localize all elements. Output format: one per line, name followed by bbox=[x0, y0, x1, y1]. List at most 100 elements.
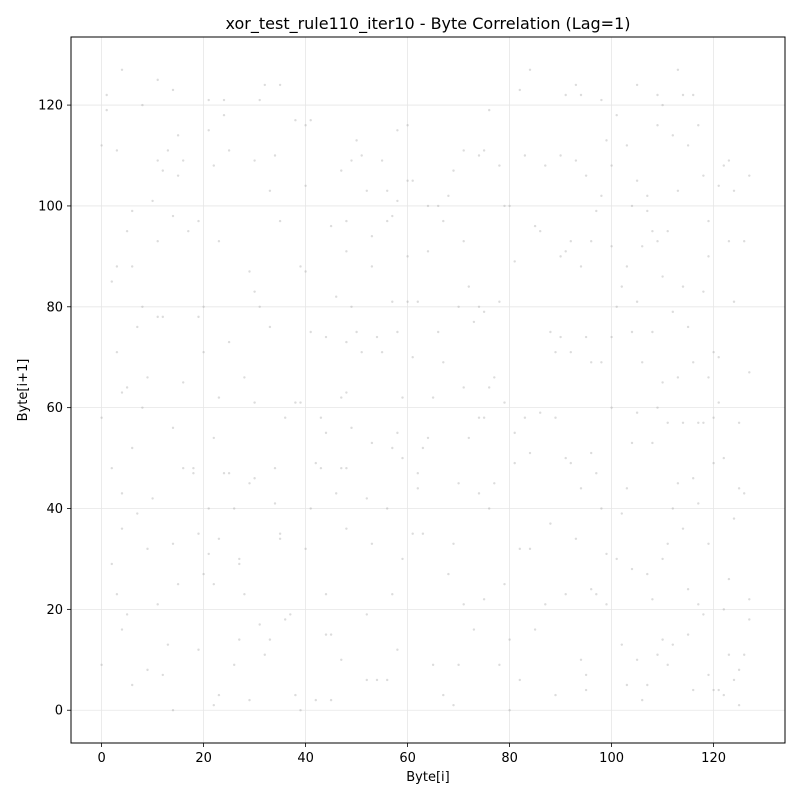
scatter-point bbox=[329, 633, 333, 636]
scatter-point bbox=[508, 638, 511, 641]
scatter-point bbox=[426, 436, 430, 440]
scatter-point bbox=[722, 608, 725, 611]
scatter-point bbox=[299, 709, 302, 712]
scatter-point bbox=[335, 492, 338, 495]
scatter-point bbox=[345, 391, 348, 394]
scatter-point bbox=[187, 229, 190, 233]
scatter-point bbox=[120, 391, 124, 394]
scatter-point bbox=[661, 638, 664, 641]
scatter-point bbox=[233, 663, 236, 667]
scatter-point bbox=[666, 229, 669, 233]
scatter-point bbox=[166, 149, 170, 152]
x-tick-label: 20 bbox=[195, 751, 212, 766]
scatter-point bbox=[324, 335, 328, 339]
scatter-point bbox=[401, 557, 404, 561]
scatter-point bbox=[462, 386, 465, 389]
scatter-point bbox=[702, 613, 705, 616]
scatter-point bbox=[646, 572, 649, 576]
x-tick-label: 100 bbox=[599, 751, 624, 766]
scatter-point bbox=[238, 562, 241, 566]
scatter-point bbox=[278, 219, 282, 223]
scatter-point bbox=[258, 98, 261, 102]
y-tick-label: 0 bbox=[55, 704, 63, 719]
scatter-point bbox=[442, 219, 445, 223]
scatter-point bbox=[268, 325, 272, 329]
scatter-point bbox=[197, 532, 200, 535]
scatter-point bbox=[646, 209, 649, 213]
scatter-point bbox=[482, 416, 486, 419]
data-points bbox=[100, 68, 751, 712]
scatter-point bbox=[115, 350, 119, 354]
scatter-point bbox=[314, 698, 317, 702]
scatter-point bbox=[171, 542, 175, 546]
scatter-point bbox=[707, 376, 710, 379]
scatter-point bbox=[182, 466, 185, 470]
scatter-point bbox=[635, 658, 639, 661]
scatter-point bbox=[284, 416, 287, 419]
scatter-point bbox=[605, 552, 608, 556]
scatter-point bbox=[268, 189, 272, 193]
scatter-point bbox=[605, 603, 608, 606]
scatter-point bbox=[375, 335, 379, 339]
scatter-point bbox=[253, 401, 256, 404]
x-tick-label: 120 bbox=[701, 751, 726, 766]
scatter-point bbox=[610, 335, 613, 339]
scatter-point bbox=[737, 487, 741, 490]
scatter-point bbox=[635, 300, 639, 303]
scatter-point bbox=[386, 678, 389, 682]
scatter-point bbox=[442, 693, 445, 697]
scatter-point bbox=[625, 144, 629, 147]
scatter-point bbox=[447, 572, 450, 576]
scatter-point bbox=[528, 68, 532, 71]
scatter-point bbox=[646, 194, 649, 198]
scatter-point bbox=[110, 280, 114, 283]
scatter-point bbox=[192, 472, 195, 475]
axis-ticks: 0 20 40 60 80 100 120 0 20 40 60 80 100 120 bbox=[38, 99, 726, 766]
scatter-point bbox=[737, 668, 741, 672]
scatter-point bbox=[554, 350, 557, 354]
scatter-point bbox=[319, 466, 323, 470]
scatter-point bbox=[197, 219, 200, 223]
scatter-point bbox=[666, 421, 669, 424]
scatter-point bbox=[146, 668, 149, 672]
scatter-point bbox=[569, 350, 572, 354]
scatter-point bbox=[100, 663, 103, 667]
scatter-point bbox=[549, 522, 552, 525]
scatter-point bbox=[207, 129, 210, 132]
scatter-point bbox=[564, 456, 567, 460]
scatter-point bbox=[125, 613, 129, 616]
scatter-point bbox=[360, 154, 363, 157]
scatter-point bbox=[472, 628, 476, 631]
scatter-point bbox=[712, 350, 715, 354]
scatter-point bbox=[146, 547, 149, 551]
scatter-point bbox=[125, 386, 129, 389]
scatter-point bbox=[416, 487, 419, 490]
scatter-point bbox=[676, 482, 680, 485]
scatter-point bbox=[743, 653, 746, 656]
scatter-point bbox=[273, 502, 277, 505]
scatter-point bbox=[207, 552, 210, 556]
scatter-point bbox=[238, 557, 241, 561]
scatter-point bbox=[207, 507, 210, 510]
scatter-point bbox=[681, 527, 685, 530]
x-tick-label: 80 bbox=[501, 751, 518, 766]
scatter-point bbox=[513, 431, 516, 435]
scatter-point bbox=[579, 265, 583, 268]
scatter-point bbox=[717, 688, 720, 692]
scatter-point bbox=[457, 663, 460, 667]
scatter-point bbox=[161, 315, 164, 319]
scatter-point bbox=[661, 557, 664, 561]
scatter-point bbox=[217, 537, 221, 540]
scatter-point bbox=[671, 507, 674, 510]
scatter-point bbox=[539, 229, 542, 233]
scatter-point bbox=[217, 240, 221, 243]
scatter-point bbox=[273, 466, 277, 470]
scatter-point bbox=[467, 436, 470, 440]
scatter-point bbox=[401, 456, 404, 460]
scatter-point bbox=[406, 255, 409, 258]
scatter-point bbox=[365, 497, 368, 500]
scatter-point bbox=[248, 698, 251, 702]
scatter-point bbox=[737, 703, 741, 707]
scatter-point bbox=[498, 300, 501, 303]
scatter-point bbox=[289, 613, 292, 616]
